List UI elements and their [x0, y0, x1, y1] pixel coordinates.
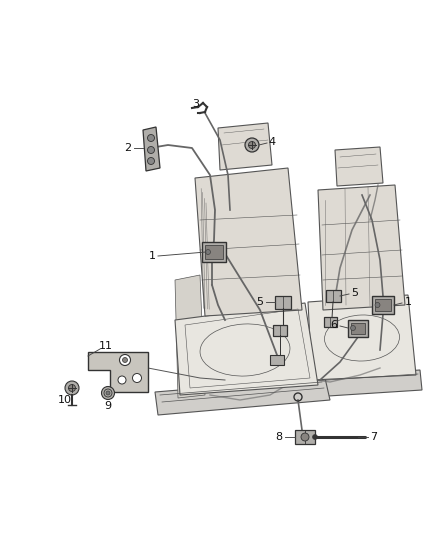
FancyBboxPatch shape [202, 242, 226, 262]
Text: 1: 1 [148, 251, 155, 261]
FancyBboxPatch shape [295, 430, 315, 444]
Text: 7: 7 [371, 432, 378, 442]
Circle shape [123, 358, 127, 362]
Circle shape [245, 138, 259, 152]
FancyBboxPatch shape [205, 245, 223, 259]
FancyBboxPatch shape [324, 317, 336, 327]
Polygon shape [195, 168, 302, 316]
Polygon shape [143, 127, 160, 171]
Circle shape [68, 384, 75, 392]
FancyBboxPatch shape [273, 325, 287, 335]
Circle shape [106, 391, 110, 395]
Text: 8: 8 [276, 432, 283, 442]
Circle shape [65, 381, 79, 395]
Circle shape [102, 386, 114, 400]
Polygon shape [88, 352, 148, 392]
Polygon shape [175, 303, 318, 395]
FancyBboxPatch shape [372, 296, 394, 314]
Text: 2: 2 [124, 143, 131, 153]
Circle shape [148, 134, 155, 141]
FancyBboxPatch shape [375, 299, 391, 311]
Text: 9: 9 [104, 401, 112, 411]
Polygon shape [308, 295, 416, 380]
FancyBboxPatch shape [325, 290, 340, 302]
Circle shape [248, 141, 255, 149]
Circle shape [104, 389, 112, 397]
Polygon shape [295, 370, 422, 398]
Text: 10: 10 [58, 395, 72, 405]
Polygon shape [155, 378, 330, 415]
Circle shape [120, 354, 131, 366]
Text: 4: 4 [268, 137, 276, 147]
Polygon shape [318, 185, 405, 310]
FancyBboxPatch shape [348, 319, 368, 336]
FancyBboxPatch shape [351, 322, 365, 334]
Text: 6: 6 [331, 320, 338, 330]
Circle shape [301, 433, 309, 441]
Circle shape [148, 157, 155, 165]
Circle shape [312, 434, 318, 440]
Text: 11: 11 [99, 341, 113, 351]
Text: 5: 5 [257, 297, 264, 307]
Circle shape [375, 303, 380, 308]
Text: 1: 1 [405, 297, 411, 307]
Polygon shape [335, 147, 383, 186]
Text: 5: 5 [352, 288, 358, 298]
Circle shape [133, 374, 141, 383]
Polygon shape [218, 123, 272, 170]
Circle shape [148, 147, 155, 154]
Circle shape [350, 326, 356, 330]
Circle shape [205, 249, 211, 254]
FancyBboxPatch shape [270, 355, 284, 365]
Polygon shape [175, 275, 205, 398]
FancyBboxPatch shape [275, 295, 291, 309]
Circle shape [118, 376, 126, 384]
Text: 3: 3 [192, 99, 199, 109]
